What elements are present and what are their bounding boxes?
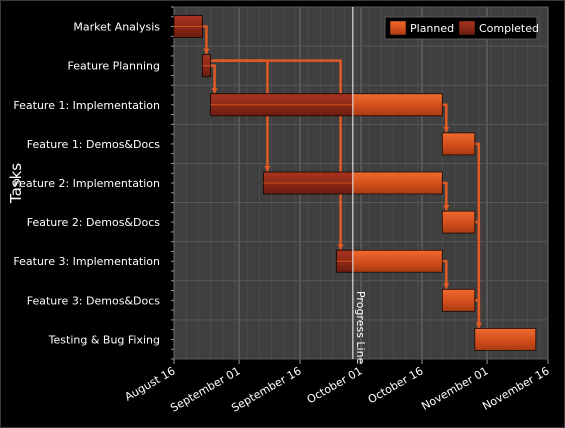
x-tick-label: August 16 bbox=[123, 364, 178, 403]
dependency-arrow bbox=[474, 299, 482, 329]
planned-bar bbox=[441, 288, 476, 312]
y-tick-label: Market Analysis bbox=[73, 21, 160, 34]
y-tick-label: Feature 1: Demos&Docs bbox=[27, 138, 161, 151]
legend-label-planned: Planned bbox=[410, 22, 454, 35]
major-grid bbox=[173, 6, 549, 364]
x-tick-label: November 16 bbox=[480, 364, 551, 413]
task-bars bbox=[173, 15, 537, 351]
dependency-arrow bbox=[442, 181, 450, 212]
dependency-arrow bbox=[210, 64, 218, 94]
y-tick-label: Feature 2: Demos&Docs bbox=[27, 216, 161, 229]
y-tick-label: Feature 2: Implementation bbox=[13, 177, 160, 190]
planned-bar bbox=[441, 132, 476, 156]
dependency-arrow bbox=[442, 259, 450, 290]
y-tick-label: Testing & Bug Fixing bbox=[48, 333, 160, 346]
x-tick-label: November 01 bbox=[419, 364, 490, 413]
legend-swatch-completed bbox=[458, 20, 476, 36]
y-tick-label: Feature 1: Implementation bbox=[13, 99, 160, 112]
y-tick-label: Feature 3: Implementation bbox=[13, 255, 160, 268]
legend-swatch-planned bbox=[389, 20, 407, 36]
dependency-arrow bbox=[202, 25, 210, 55]
y-axis-title: Tasks bbox=[7, 163, 25, 204]
x-tick-label: October 01 bbox=[305, 364, 365, 406]
progress-line-group: Progress Line bbox=[352, 7, 367, 365]
progress-line-label: Progress Line bbox=[354, 291, 367, 365]
y-axis-ticks bbox=[171, 6, 174, 360]
y-tick-label: Feature Planning bbox=[68, 60, 160, 73]
legend-label-completed: Completed bbox=[479, 22, 539, 35]
y-axis-labels: Market Analysis Feature Planning Feature 1… bbox=[13, 21, 160, 347]
planned-bar bbox=[474, 328, 537, 351]
dependency-arrow bbox=[474, 220, 482, 329]
legend: Planned Completed bbox=[384, 16, 539, 40]
dependency-arrow bbox=[442, 103, 450, 133]
planned-bar bbox=[441, 210, 476, 234]
x-tick-label: October 16 bbox=[366, 364, 426, 406]
y-tick-label: Feature 3: Demos&Docs bbox=[27, 294, 161, 307]
